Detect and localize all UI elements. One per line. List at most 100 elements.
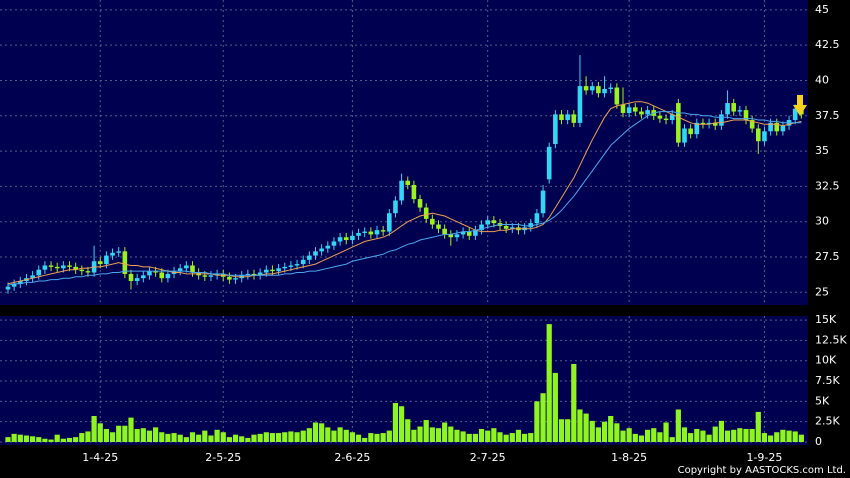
volume-bar [491, 428, 497, 442]
y-tick-label: 35 [815, 144, 829, 157]
volume-bar [17, 434, 23, 442]
candle-body [387, 213, 392, 232]
candle-body [682, 128, 687, 143]
price-panel [0, 0, 808, 305]
candle-body [104, 255, 109, 265]
candle-body [184, 265, 189, 269]
volume-bar [423, 420, 429, 442]
volume-bar [638, 435, 645, 442]
volume-bar [546, 324, 552, 442]
volume-bar [232, 434, 239, 442]
volume-bar [251, 434, 257, 442]
candle-body [540, 190, 546, 214]
volume-bar [583, 413, 589, 442]
volume-bar [153, 427, 159, 442]
volume-bar [263, 432, 269, 442]
candle-body [122, 251, 128, 274]
volume-bar [460, 431, 466, 442]
volume-bar [485, 430, 491, 442]
candle-body [177, 268, 183, 272]
y-tick-label: 7.5K [815, 374, 840, 387]
candle-body [657, 115, 663, 119]
volume-bar [189, 432, 196, 442]
volume-bar [122, 425, 128, 442]
candle-body [602, 88, 607, 94]
volume-bar [411, 429, 417, 442]
candle-body [423, 207, 429, 219]
candle-body [737, 110, 743, 112]
candle-body [128, 273, 134, 281]
volume-bar [743, 428, 749, 442]
volume-bar [269, 433, 276, 442]
y-tick-label: 42.5 [815, 38, 840, 51]
volume-bar [632, 433, 638, 442]
volume-bar [294, 432, 300, 442]
volume-bar [97, 423, 103, 442]
candle-body [676, 103, 681, 143]
volume-bar [146, 430, 153, 442]
candle-body [116, 251, 121, 253]
volume-bar [208, 435, 214, 442]
candle-body [313, 251, 318, 256]
candle-body [725, 103, 730, 115]
candle-body [411, 184, 417, 200]
volume-bar [681, 427, 688, 442]
candle-body [731, 103, 736, 112]
candle-body [380, 230, 386, 232]
candle-body [546, 146, 552, 180]
volume-bar [349, 432, 355, 442]
volume-bar [171, 433, 177, 442]
volume-bar [712, 426, 718, 442]
volume-bar [306, 428, 312, 442]
volume-bar [257, 433, 263, 442]
candle-body [294, 264, 300, 266]
candle-body [448, 234, 454, 238]
candle-body [110, 252, 115, 256]
volume-bar [417, 426, 423, 442]
candle-body [276, 268, 281, 272]
volume-bar [405, 419, 411, 442]
volume-bar [140, 428, 146, 442]
candle-body [319, 248, 324, 252]
volume-bar [11, 433, 17, 442]
moving-average-line [7, 111, 802, 286]
volume-bar [620, 430, 626, 442]
candle-body [534, 213, 540, 224]
candle-body [393, 200, 398, 214]
volume-bar [700, 430, 706, 442]
volume-bar [706, 434, 712, 442]
candle-body [54, 266, 60, 269]
volume-bar [448, 426, 454, 442]
candle-body [282, 266, 288, 269]
candle-body [485, 220, 490, 225]
volume-bar [128, 417, 134, 442]
y-tick-label: 10K [815, 354, 837, 367]
volume-bar [54, 434, 60, 442]
y-tick-label: 2.5K [815, 415, 840, 428]
candle-body [743, 110, 749, 121]
volume-bar [337, 427, 343, 442]
candle-body [583, 86, 589, 91]
candle-body [399, 180, 404, 201]
candle-body [559, 114, 564, 121]
candle-body [251, 273, 257, 276]
candle-body [42, 265, 48, 270]
candle-body [706, 122, 712, 125]
y-tick-label: 45 [815, 3, 829, 16]
volume-bar [288, 431, 294, 442]
volume-bar [589, 420, 595, 442]
volume-bar [755, 411, 761, 442]
y-tick-label: 27.5 [815, 250, 840, 263]
candle-body [577, 86, 583, 123]
volume-bar [731, 429, 737, 442]
y-tick-label: 37.5 [815, 109, 840, 122]
volume-bar [380, 433, 386, 442]
volume-bar [214, 429, 220, 442]
volume-bar [768, 435, 774, 442]
candle-body [460, 231, 466, 235]
candle-body [5, 286, 11, 290]
volume-bar [694, 428, 700, 442]
y-tick-label: 40 [815, 73, 829, 86]
candle-body [792, 108, 798, 121]
volume-bar [552, 372, 558, 442]
